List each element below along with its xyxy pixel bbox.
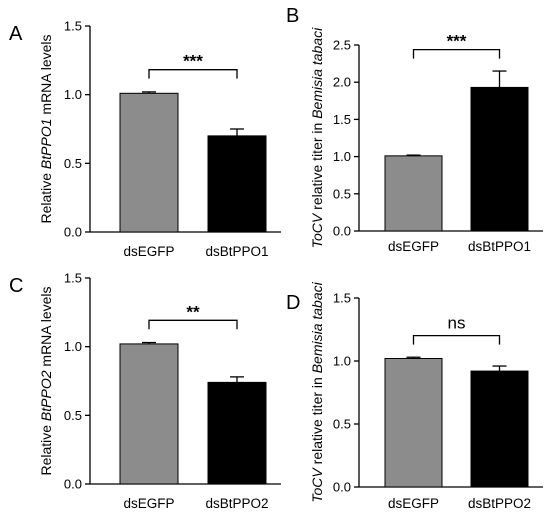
y-tick-label: 2.0 (333, 75, 351, 90)
category-label: dsEGFP (123, 244, 174, 259)
bar-dsegfp (119, 92, 179, 233)
panel-c: C 0.0 0.5 1.0 1.5 Relative BtPPO2 mRNA levels… (9, 271, 281, 511)
y-tick-label: 1.5 (64, 271, 82, 286)
y-axis-title: Relative BtPPO2 mRNA levels (38, 286, 54, 475)
y-tick-label: 1.5 (333, 291, 351, 306)
y-tick-label: 1.0 (64, 339, 82, 354)
y-tick-label: 0.5 (333, 417, 351, 432)
significance-bracket (148, 69, 238, 79)
significance-bracket (412, 48, 501, 59)
panel-letter: D (286, 292, 300, 314)
y-tick-label: 1.0 (64, 87, 82, 102)
bar-dsbtppo1 (207, 135, 267, 233)
category-label: dsEGFP (388, 496, 439, 511)
y-axis-title: Relative BtPPO1 mRNA levels (38, 34, 54, 223)
bar-dsbtppo2 (207, 381, 267, 485)
category-label: dsEGFP (388, 239, 439, 254)
y-tick-label: 0.5 (64, 156, 82, 171)
y-tick-label: 0.5 (333, 186, 351, 201)
y-tick-label: 0.5 (64, 408, 82, 423)
category-label: dsEGFP (123, 496, 174, 511)
significance-label: ** (186, 302, 200, 321)
panel-b: B 0.0 0.5 1.0 1.5 2.0 2.5 ToCV relative titer i… (286, 5, 543, 254)
y-axis-title: ToCV relative titer in Bemisia tabaci (309, 281, 325, 502)
significance-bracket (148, 319, 238, 330)
panel-letter: B (286, 5, 299, 27)
bar-dsbtppo1 (470, 86, 529, 232)
bar-dsegfp (119, 343, 179, 485)
panel-letter: C (9, 275, 23, 297)
category-label: dsBtPPO2 (205, 496, 268, 511)
significance-label: *** (447, 32, 467, 51)
category-label: dsBtPPO1 (205, 244, 268, 259)
category-label: dsBtPPO2 (468, 496, 531, 511)
y-tick-label: 1.5 (333, 112, 351, 127)
y-tick-label: 0.0 (64, 225, 82, 240)
y-axis-title: ToCV relative titer in Bemisia tabaci (309, 27, 325, 248)
bar-dsegfp (384, 357, 443, 488)
significance-label: ns (448, 314, 466, 333)
bar-dsegfp (384, 155, 443, 232)
y-tick-label: 1.0 (333, 149, 351, 164)
panel-letter: A (9, 23, 23, 45)
panel-a: A 0.0 0.5 1.0 1.5 Relative BtPPO1 mRNA levels… (9, 19, 281, 259)
y-tick-label: 0.0 (333, 480, 351, 495)
significance-bracket (412, 335, 501, 345)
panel-d: D 0.0 0.5 1.0 1.5 ToCV relative titer in Bemi… (286, 281, 543, 511)
y-tick-label: 0.0 (333, 224, 351, 239)
category-label: dsBtPPO1 (468, 239, 531, 254)
y-tick-label: 2.5 (333, 38, 351, 53)
y-tick-label: 0.0 (64, 477, 82, 492)
significance-label: *** (183, 52, 203, 71)
y-tick-label: 1.0 (333, 354, 351, 369)
bar-dsbtppo2 (470, 370, 529, 488)
y-tick-label: 1.5 (64, 19, 82, 34)
